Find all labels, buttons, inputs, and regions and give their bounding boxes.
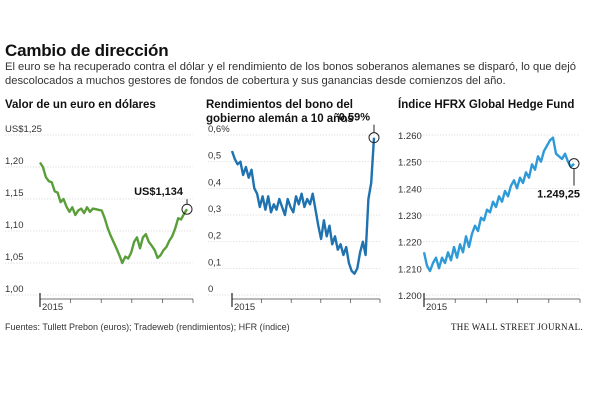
- y-tick-label-bund: 0,5: [208, 151, 221, 162]
- y-tick-label-euro: 1,10: [5, 220, 24, 231]
- y-tick-label-hfrx: 1.200: [398, 291, 422, 302]
- y-tick-label-euro: 1,15: [5, 188, 24, 199]
- y-tick-label-bund: 0,6%: [208, 124, 230, 135]
- x-tick-label-hfrx: 2015: [426, 302, 447, 313]
- callout-label-bund: 0,59%: [339, 112, 370, 124]
- page-title: Cambio de dirección: [5, 41, 169, 60]
- y-tick-label-hfrx: 1.210: [398, 264, 422, 275]
- series-line-hfrx: [422, 136, 575, 273]
- series-line-bund: [230, 137, 376, 275]
- y-tick-label-bund: 0,4: [208, 177, 221, 188]
- endpoint-marker-hfrx: [568, 158, 580, 170]
- chart-title-hfrx: Índice HFRX Global Hedge Fund: [398, 99, 575, 111]
- y-tick-label-hfrx: 1.230: [398, 211, 422, 222]
- y-tick-label-bund: 0: [208, 284, 213, 295]
- callout-label-hfrx: 1.249,25: [537, 189, 580, 201]
- y-tick-label-bund: 0,3: [208, 204, 221, 215]
- chart-title-euro: Valor de un euro en dólares: [5, 99, 156, 111]
- y-tick-label-euro: 1,20: [5, 156, 24, 167]
- y-tick-label-bund: 0,1: [208, 257, 221, 268]
- y-tick-label-hfrx: 1.240: [398, 184, 422, 195]
- y-tick-label-hfrx: 1.260: [398, 131, 422, 142]
- x-tick-label-bund: 2015: [234, 302, 255, 313]
- y-tick-label-hfrx: 1.250: [398, 158, 422, 169]
- source-note: Fuentes: Tullett Prebon (euros); Tradewe…: [5, 322, 290, 332]
- x-tick-label-euro: 2015: [42, 302, 63, 313]
- y-tick-label-euro: 1,05: [5, 252, 24, 263]
- series-line-euro: [38, 161, 189, 265]
- publisher-logo: THE WALL STREET JOURNAL.: [450, 322, 583, 332]
- y-tick-label-euro: 1,00: [5, 284, 24, 295]
- y-tick-label-euro: US$1,25: [5, 124, 42, 135]
- page-subtitle: El euro se ha recuperado contra el dólar…: [5, 61, 576, 87]
- y-tick-label-hfrx: 1.220: [398, 238, 422, 249]
- callout-label-euro: US$1,134: [134, 186, 184, 198]
- y-tick-label-bund: 0,2: [208, 231, 221, 242]
- chart-title-bund: Rendimientos del bono del gobierno alemá…: [206, 99, 354, 125]
